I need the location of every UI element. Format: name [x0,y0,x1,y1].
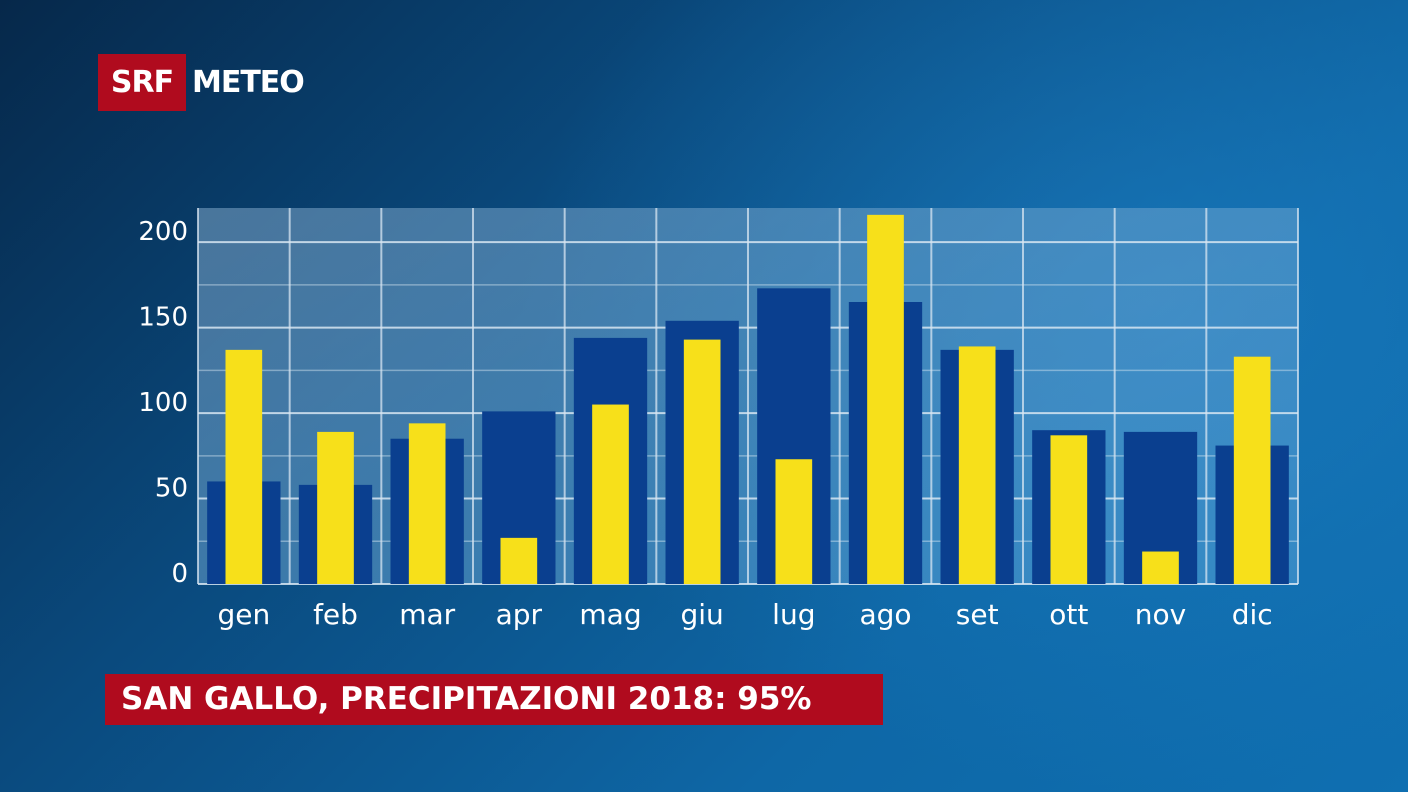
srf-logo-mark: SRF [98,54,186,111]
x-tick-label-apr: apr [496,598,543,631]
y-tick-label-50: 50 [155,474,188,504]
bar-2018-dic [1233,356,1271,584]
x-tick-label-set: set [956,598,999,631]
bar-2018-feb [317,431,354,584]
bar-2018-apr [500,537,538,584]
bar-2018-giu [683,339,721,584]
x-tick-label-dic: dic [1232,598,1273,631]
bar-2018-gen [225,349,263,584]
x-tick-label-giu: giu [681,598,724,631]
x-tick-label-ott: ott [1049,598,1088,631]
bar-2018-lug [775,459,813,584]
bar-2018-mar [408,423,446,584]
y-tick-label-0: 0 [171,559,188,589]
x-tick-label-mag: mag [579,598,641,631]
y-tick-label-200: 200 [138,217,188,247]
bar-2018-nov [1142,551,1179,584]
bar-2018-set [958,346,996,584]
x-tick-label-gen: gen [217,598,270,631]
x-tick-label-ago: ago [859,598,911,631]
bar-2018-ott [1050,435,1088,584]
x-tick-label-lug: lug [772,598,815,631]
bar-2018-ago [867,214,904,584]
x-tick-label-feb: feb [313,598,358,631]
x-tick-label-mar: mar [399,598,455,631]
meteo-wordmark: METEO [192,65,305,100]
y-tick-label-150: 150 [138,303,188,333]
y-tick-label-100: 100 [138,388,188,418]
srf-meteo-logo: SRF METEO [98,54,305,111]
x-tick-label-nov: nov [1135,598,1186,631]
chart-caption: SAN GALLO, PRECIPITAZIONI 2018: 95% [105,674,883,725]
bar-2018-mag [592,404,629,584]
